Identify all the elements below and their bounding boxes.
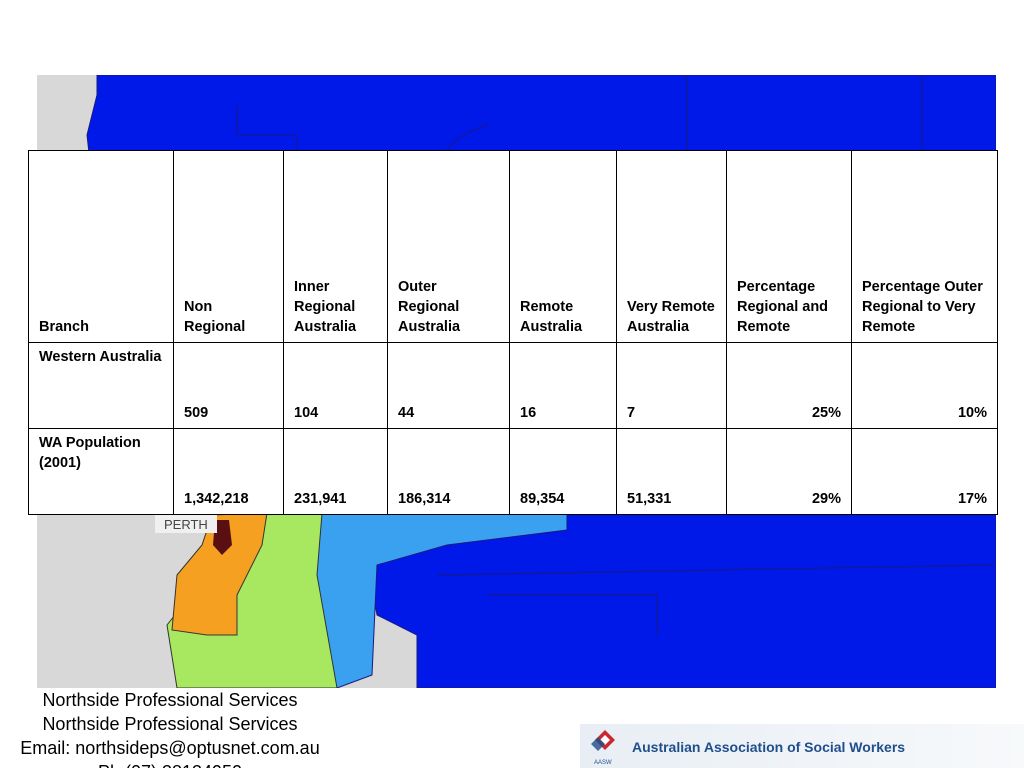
table-cell: 10% — [851, 342, 998, 429]
header-cell: Percentage Regional and Remote — [726, 150, 852, 343]
table-cell: 104 — [283, 342, 388, 429]
table-cell: 1,342,218 — [173, 428, 284, 515]
perth-region — [213, 520, 232, 555]
table-cell: 51,331 — [616, 428, 727, 515]
footer-line: Ph (07) 38134950 — [0, 760, 340, 768]
map-border — [446, 75, 923, 151]
table-cell: 16 — [509, 342, 617, 429]
map-label: PERTH — [164, 517, 208, 532]
table-cell: 7 — [616, 342, 727, 429]
table-cell: 509 — [173, 342, 284, 429]
logo: AASW Australian Association of Social Wo… — [591, 730, 905, 766]
header-cell: Outer Regional Australia — [387, 150, 510, 343]
header-cell: Non Regional — [173, 150, 284, 343]
logo-mark — [591, 737, 605, 751]
logo-text: Australian Association of Social Workers — [632, 739, 905, 755]
logo-abbr: AASW — [594, 760, 612, 766]
table-cell: 25% — [726, 342, 852, 429]
footer-line: Northside Professional Services — [42, 714, 298, 734]
header-cell: Very Remote Australia — [616, 150, 727, 343]
table-cell: 44 — [387, 342, 510, 429]
inner-regional-region — [171, 512, 268, 636]
logo-banner: AASW Australian Association of Social Wo… — [580, 724, 1024, 768]
footer-line: Northside Professional Services — [42, 690, 298, 710]
header-row: Branch Non Regional Inner Regional Austral… — [28, 150, 998, 343]
data-row: Western Australia 509 104 44 16 7 25% 10% — [28, 342, 998, 429]
data-table: Branch Non Regional Inner Regional Austral… — [28, 150, 998, 515]
map-border — [236, 105, 298, 150]
table-cell: 89,354 — [509, 428, 617, 515]
row-label: Western Australia — [28, 342, 174, 429]
row-label: WA Population (2001) — [28, 428, 174, 515]
table-cell: 17% — [851, 428, 998, 515]
header-cell: Percentage Outer Regional to Very Remote — [851, 150, 998, 343]
footer-line: Email: northsideps@optusnet.com.au — [20, 738, 320, 758]
header-cell: Inner Regional Australia — [283, 150, 388, 343]
header-cell: Remote Australia — [509, 150, 617, 343]
footer: Northside Professional Services Northside… — [0, 688, 340, 768]
data-row: WA Population (2001) 1,342,218 231,941 186,… — [28, 428, 998, 515]
map-border — [436, 564, 996, 635]
map-label-box — [155, 515, 217, 533]
table-cell: 186,314 — [387, 428, 510, 515]
table-cell: 231,941 — [283, 428, 388, 515]
header-cell: Branch — [28, 150, 174, 343]
table-cell: 29% — [726, 428, 852, 515]
